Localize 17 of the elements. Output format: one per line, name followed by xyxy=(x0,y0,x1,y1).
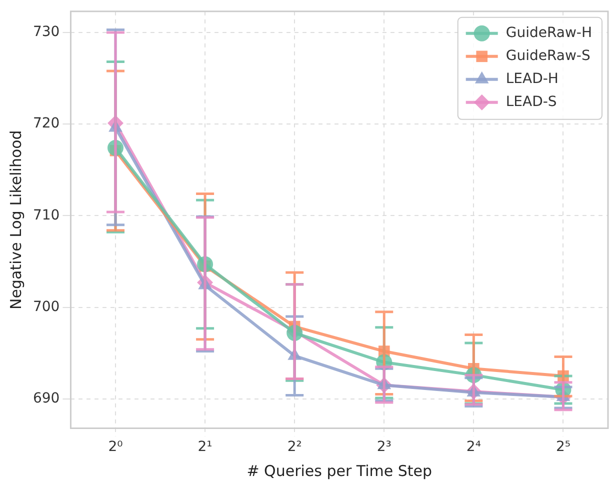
x-tick-label: 2² xyxy=(287,439,302,456)
x-tick-label: 2⁵ xyxy=(556,439,570,456)
legend-label: GuideRaw-H xyxy=(506,25,592,42)
legend-label: LEAD-H xyxy=(506,71,558,88)
x-tick-label: 2⁰ xyxy=(108,439,124,456)
y-tick-label: 720 xyxy=(32,116,60,132)
x-tick-label: 2⁴ xyxy=(466,439,482,456)
y-tick-label: 710 xyxy=(32,207,60,224)
y-axis-title: Negative Log Likelihood xyxy=(6,130,25,310)
y-tick-label: 700 xyxy=(32,298,60,315)
x-axis-title: # Queries per Time Step xyxy=(246,462,432,480)
y-tick-label: 690 xyxy=(32,390,60,407)
y-tick-label: 730 xyxy=(32,24,60,40)
legend-label: LEAD-S xyxy=(506,94,557,110)
x-tick-label: 2³ xyxy=(376,439,392,456)
legend-label: GuideRaw-S xyxy=(506,48,590,64)
x-tick-label: 2¹ xyxy=(198,439,212,456)
